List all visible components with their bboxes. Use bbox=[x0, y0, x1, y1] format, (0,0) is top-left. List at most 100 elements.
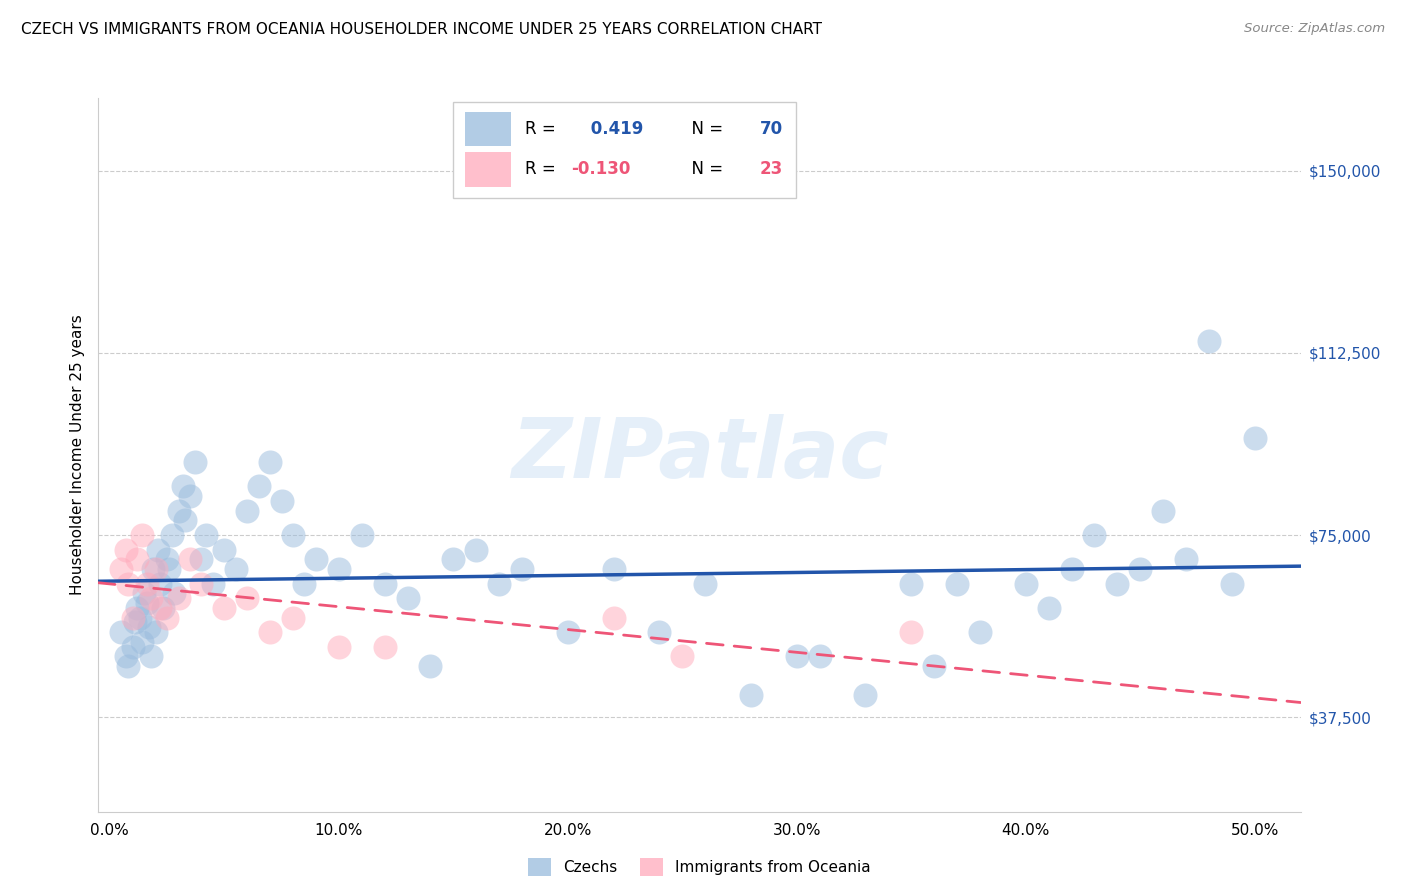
Point bbox=[115, 542, 138, 557]
Point bbox=[396, 591, 419, 606]
Point bbox=[145, 562, 167, 576]
Point bbox=[969, 625, 991, 640]
Point bbox=[121, 610, 143, 624]
Point bbox=[1198, 334, 1220, 348]
Point bbox=[374, 576, 396, 591]
Point bbox=[900, 625, 922, 640]
Point bbox=[786, 649, 808, 664]
Point bbox=[855, 688, 877, 702]
Point bbox=[183, 455, 205, 469]
Point bbox=[190, 576, 212, 591]
Text: ZIPatlас: ZIPatlас bbox=[510, 415, 889, 495]
Text: CZECH VS IMMIGRANTS FROM OCEANIA HOUSEHOLDER INCOME UNDER 25 YEARS CORRELATION C: CZECH VS IMMIGRANTS FROM OCEANIA HOUSEHO… bbox=[21, 22, 823, 37]
Point bbox=[121, 640, 143, 654]
Point bbox=[174, 513, 197, 527]
Point bbox=[167, 591, 190, 606]
Point bbox=[131, 635, 153, 649]
Point bbox=[128, 610, 150, 624]
Legend: Czechs, Immigrants from Oceania: Czechs, Immigrants from Oceania bbox=[522, 852, 877, 882]
Point bbox=[172, 479, 194, 493]
Point bbox=[1243, 431, 1265, 445]
Text: 70: 70 bbox=[759, 120, 783, 137]
Point bbox=[214, 542, 236, 557]
Point bbox=[117, 576, 139, 591]
Point bbox=[149, 576, 172, 591]
Point bbox=[328, 640, 350, 654]
Point bbox=[201, 576, 224, 591]
Point bbox=[179, 552, 201, 566]
Point bbox=[138, 620, 160, 634]
Point bbox=[1175, 552, 1198, 566]
Text: 0.419: 0.419 bbox=[585, 120, 644, 137]
FancyBboxPatch shape bbox=[453, 102, 796, 198]
Point bbox=[179, 489, 201, 503]
Point bbox=[488, 576, 510, 591]
Point bbox=[441, 552, 464, 566]
Point bbox=[131, 528, 153, 542]
Point bbox=[270, 494, 292, 508]
Point bbox=[281, 528, 304, 542]
Point bbox=[1060, 562, 1083, 576]
FancyBboxPatch shape bbox=[465, 153, 510, 186]
Text: N =: N = bbox=[682, 120, 728, 137]
Point bbox=[124, 615, 146, 630]
Point bbox=[145, 625, 167, 640]
Point bbox=[149, 600, 172, 615]
Point bbox=[1038, 600, 1060, 615]
Point bbox=[195, 528, 218, 542]
Point bbox=[900, 576, 922, 591]
Point bbox=[602, 610, 624, 624]
Point bbox=[671, 649, 693, 664]
Point bbox=[648, 625, 671, 640]
Point bbox=[135, 596, 157, 610]
Text: R =: R = bbox=[526, 120, 561, 137]
Point bbox=[156, 610, 179, 624]
Point bbox=[247, 479, 270, 493]
Point bbox=[157, 562, 180, 576]
Point bbox=[328, 562, 350, 576]
Point bbox=[1220, 576, 1243, 591]
Point bbox=[374, 640, 396, 654]
Text: -0.130: -0.130 bbox=[571, 161, 630, 178]
Point bbox=[1083, 528, 1105, 542]
FancyBboxPatch shape bbox=[465, 112, 510, 146]
Point bbox=[259, 455, 281, 469]
Point bbox=[294, 576, 316, 591]
Point bbox=[156, 552, 179, 566]
Point bbox=[236, 591, 259, 606]
Point bbox=[1015, 576, 1038, 591]
Point bbox=[127, 552, 149, 566]
Point bbox=[110, 625, 132, 640]
Point bbox=[695, 576, 717, 591]
Point bbox=[465, 542, 488, 557]
Point bbox=[214, 600, 236, 615]
Point bbox=[110, 562, 132, 576]
Point bbox=[190, 552, 212, 566]
Point bbox=[139, 649, 162, 664]
Point bbox=[115, 649, 138, 664]
Point bbox=[419, 659, 441, 673]
Point bbox=[163, 586, 186, 600]
Point bbox=[946, 576, 969, 591]
Text: N =: N = bbox=[682, 161, 728, 178]
Point bbox=[922, 659, 945, 673]
Point bbox=[236, 504, 259, 518]
Point bbox=[1129, 562, 1152, 576]
Point bbox=[225, 562, 247, 576]
Point bbox=[350, 528, 373, 542]
Point bbox=[740, 688, 762, 702]
Point bbox=[259, 625, 281, 640]
Point bbox=[557, 625, 579, 640]
Point bbox=[305, 552, 328, 566]
Point bbox=[127, 600, 149, 615]
Point bbox=[117, 659, 139, 673]
Point bbox=[510, 562, 533, 576]
Point bbox=[142, 562, 165, 576]
Text: Source: ZipAtlas.com: Source: ZipAtlas.com bbox=[1244, 22, 1385, 36]
Point bbox=[602, 562, 624, 576]
Point bbox=[160, 528, 183, 542]
Y-axis label: Householder Income Under 25 years: Householder Income Under 25 years bbox=[69, 315, 84, 595]
Point bbox=[167, 504, 190, 518]
Point bbox=[1107, 576, 1129, 591]
Point bbox=[134, 586, 156, 600]
